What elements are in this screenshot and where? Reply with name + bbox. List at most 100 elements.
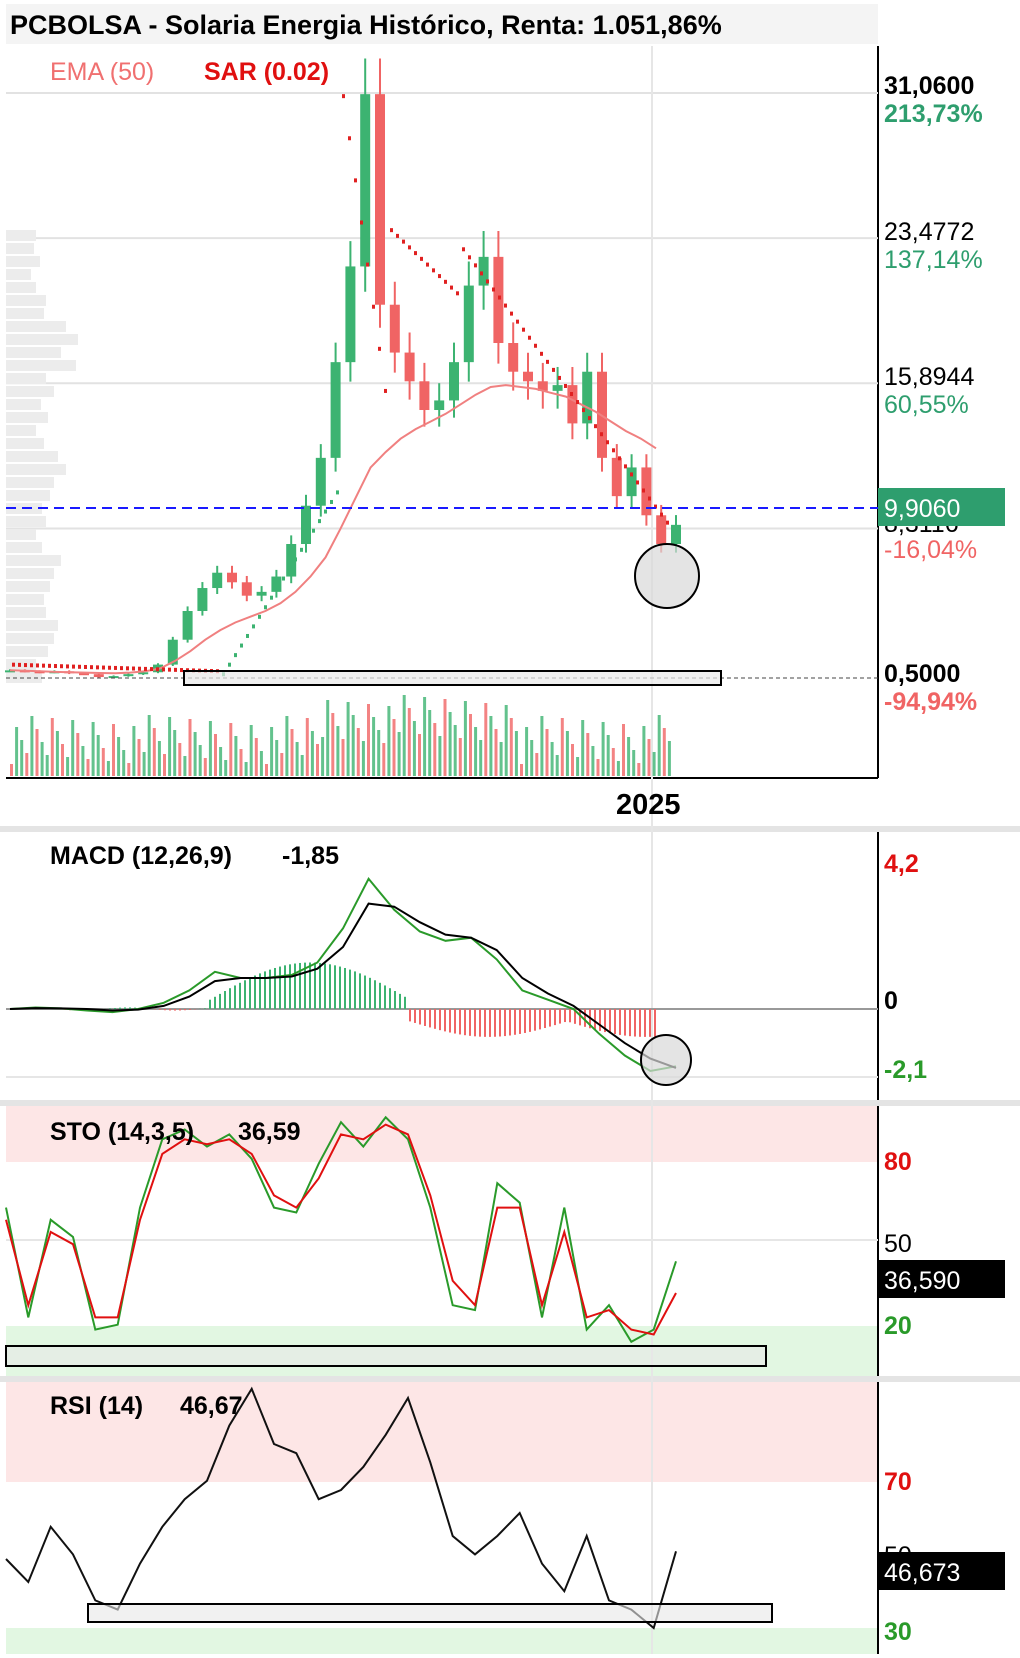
candle-body [330,362,341,458]
volume-bar [469,714,472,776]
volume-bar [285,716,289,776]
volume-bar [25,753,29,776]
sar-dot [324,509,327,514]
volume-bar [652,752,656,776]
volume-bar [361,741,365,776]
sar-dot [546,359,549,364]
volume-bar [530,740,534,776]
volume-profile-bar [6,256,40,267]
volume-bar [30,716,34,776]
sar-dot [18,662,21,667]
volume-profile-bar [6,646,48,657]
volume-bar [193,732,197,776]
volume-bar [336,726,340,776]
volume-bar [509,718,513,776]
volume-bar [448,712,452,776]
volume-bar [280,753,284,776]
volume-bar [632,750,636,776]
candle-body [641,467,652,516]
volume-bar [545,729,549,776]
candle-body [626,467,637,497]
sto-overbought-zone [6,1106,878,1162]
volume-profile-bar [6,516,46,527]
rsi-axis-30: 30 [884,1618,912,1646]
rsi-title: RSI (14) [50,1392,143,1420]
volume-bar [622,724,625,776]
price-pct-1: 213,73% [884,100,983,128]
sar-dot [390,228,393,233]
sar-dot [72,664,75,669]
chart-title: PCBOLSA - Solaria Energia Histórico, Ren… [10,10,722,40]
sto-badge [878,1260,1005,1298]
sar-dot [534,343,537,348]
volume-profile-bar [6,386,54,397]
volume-profile-bar [6,542,42,553]
volume-bar [499,742,503,776]
volume-bar [443,699,447,776]
candle-body [419,381,430,411]
volume-profile-bar [6,269,31,280]
sar-dot [360,220,363,225]
macd-panel [6,876,878,1073]
sar-dot [468,255,471,260]
volume-profile-bar [6,581,50,592]
sar-dot [264,605,267,610]
legend-ema: EMA (50) [50,58,154,86]
volume-bar [81,746,85,776]
volume-bar [203,758,207,776]
sar-dot [492,287,495,292]
volume-bar [586,733,590,776]
volume-bar [657,715,661,776]
volume-bar [520,764,523,776]
volume-bar [305,718,309,776]
volume-profile-bar [6,399,41,410]
volume-bar [178,743,182,776]
sar-dot [516,319,519,324]
volume-profile-bar [6,243,34,254]
sar-dot [540,351,543,356]
volume-bar [71,720,75,776]
volume-bar [346,702,350,776]
volume-bar [173,730,177,776]
sar-dot [66,664,69,669]
volume-bar [147,715,151,776]
sar-dot [114,665,117,670]
support-zone-box [183,670,722,686]
current-price-badge [878,488,1005,526]
volume-bar [418,734,421,776]
volume-bar [137,739,141,776]
sar-dot [570,392,573,397]
volume-bar [484,703,488,776]
candle-body [478,256,489,286]
candle-body [508,343,519,372]
volume-bar [581,720,585,776]
volume-bar [35,729,39,776]
sto-title: STO (14,3,5) [50,1118,194,1146]
volume-bar [555,755,559,776]
candle-body [227,572,237,583]
candle-body [463,285,474,363]
volume-bar [270,727,274,776]
volume-bar [142,752,146,776]
volume-bar [96,735,100,776]
volume-bar [662,728,666,776]
volume-bar [606,735,610,776]
volume-bar [15,727,19,776]
candle-body [138,672,149,675]
sar-dot [456,291,459,296]
ema-line [9,384,657,675]
volume-bar [331,713,335,776]
volume-bar [224,760,228,776]
volume-bar [402,695,406,776]
sar-dot [54,664,57,669]
volume-bar [647,739,651,776]
sar-dot [42,663,45,668]
volume-profile-bar [6,594,44,605]
price-pct-4: -16,04% [884,536,977,564]
sar-dot [90,665,93,670]
sar-dot [144,666,147,671]
sar-dot [108,665,111,670]
volume-bar [565,731,569,776]
sar-dot [648,496,651,501]
